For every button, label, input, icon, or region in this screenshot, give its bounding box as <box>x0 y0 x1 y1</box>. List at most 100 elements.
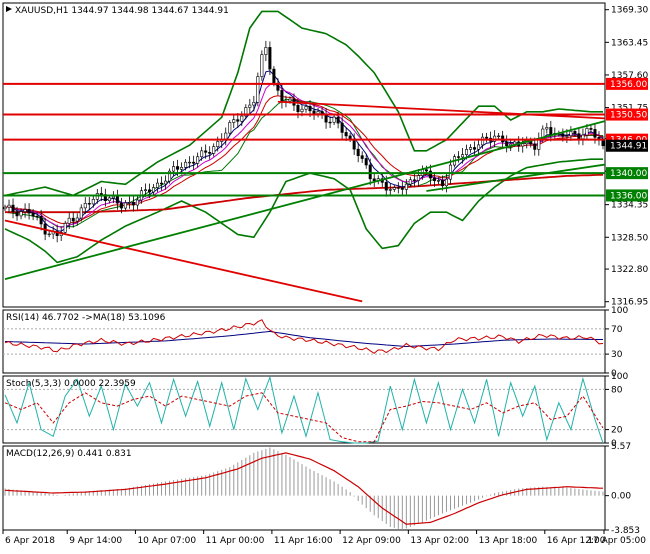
candle-body <box>27 209 31 214</box>
stoch-signal-line <box>4 392 604 443</box>
stoch-tick-label: 80 <box>611 385 623 395</box>
candle-body <box>232 119 236 123</box>
candle-body <box>216 141 220 147</box>
rsi-tick-label: 0 <box>611 369 617 379</box>
candle-body <box>304 106 308 110</box>
candle-body <box>7 204 11 208</box>
candle-body <box>436 180 440 182</box>
price-tick-label: 1328.50 <box>611 233 648 243</box>
moving-average-slow <box>5 173 604 214</box>
candle-body <box>312 110 316 114</box>
candle-body <box>99 193 103 195</box>
candle-body <box>448 164 452 180</box>
candle-body <box>533 143 537 150</box>
time-tick-label: 16 Apr 12:00 <box>547 536 606 546</box>
level-badge <box>606 167 648 180</box>
candle-body <box>83 203 87 209</box>
candle-body <box>296 104 300 112</box>
time-tick-label: 9 Apr 14:00 <box>69 536 122 546</box>
candle-body <box>147 189 151 193</box>
candle-body <box>151 187 156 193</box>
candle-body <box>256 76 260 103</box>
candle-body <box>184 161 188 168</box>
candle-body <box>428 170 432 179</box>
rsi-pane-frame <box>2 309 606 374</box>
candle-body <box>87 203 91 205</box>
level-badge-label: 1350.50 <box>610 111 647 121</box>
level-badge-label: 1340.00 <box>610 169 647 179</box>
candle-body <box>549 127 553 136</box>
stoch-label: Stoch(5,3,3) 0.0000 22.3959 <box>6 379 136 389</box>
candle-body <box>340 122 344 133</box>
candle-body <box>75 217 79 222</box>
candle-body <box>67 217 71 224</box>
time-tick-label: 17 Apr 05:00 <box>587 536 646 546</box>
macd-pane-frame <box>2 445 606 531</box>
candle-body <box>336 116 340 124</box>
main-pane-frame <box>2 2 606 308</box>
trendline-green-2 <box>4 120 605 280</box>
candle-body <box>392 187 396 190</box>
stoch-tick-label: 0 <box>611 439 617 449</box>
candle-body <box>47 233 51 236</box>
candle-body <box>396 187 400 189</box>
candle-body <box>444 178 448 187</box>
current-price-badge <box>606 139 648 152</box>
macd-tick-label: 5.57 <box>611 442 631 452</box>
candle-body <box>260 54 264 77</box>
price-tick-label: 1363.45 <box>611 38 648 48</box>
candle-body <box>123 202 127 209</box>
candle-body <box>400 187 404 190</box>
candle-body <box>135 199 139 206</box>
candle-body <box>268 47 272 70</box>
candle-body <box>457 156 461 158</box>
macd-signal-line <box>4 452 604 525</box>
candle-body <box>236 119 240 122</box>
candle-body <box>244 107 248 117</box>
candle-body <box>240 115 244 122</box>
candle-body <box>248 104 252 108</box>
candle-body <box>581 134 585 140</box>
candle-body <box>368 164 372 180</box>
candle-body <box>473 147 477 150</box>
candle-body <box>192 161 196 164</box>
candle-body <box>461 154 465 158</box>
candle-body <box>264 47 268 55</box>
candle-body <box>160 182 164 185</box>
candle-body <box>416 175 420 181</box>
candle-body <box>521 143 525 147</box>
trendline-red-1 <box>277 100 605 120</box>
candle-body <box>477 144 481 150</box>
candle-body <box>561 133 565 137</box>
candle-body <box>300 108 304 112</box>
trendline-green-3 <box>426 163 605 192</box>
candle-body <box>469 147 473 150</box>
price-tick-label: 1334.35 <box>611 201 648 211</box>
candle-body <box>131 202 135 206</box>
candle-body <box>252 101 256 106</box>
level-badge <box>606 189 648 202</box>
candle-body <box>360 155 364 159</box>
candle-body <box>212 146 216 154</box>
candle-body <box>15 211 19 217</box>
level-badge-label: 1336.00 <box>610 191 647 201</box>
candle-body <box>71 217 75 222</box>
candle-body <box>79 207 83 219</box>
bollinger-lower <box>4 158 603 264</box>
candle-body <box>156 182 160 188</box>
price-tick-label: 1369.30 <box>611 6 648 16</box>
current-price-label: 1344.91 <box>610 142 647 152</box>
candle-body <box>91 199 95 205</box>
candle-body <box>39 216 43 225</box>
candle-body <box>432 177 436 182</box>
time-tick-label: 13 Apr 18:00 <box>479 536 538 546</box>
rsi-line <box>4 319 604 354</box>
stoch-tick-label: 100 <box>611 372 628 382</box>
candle-body <box>356 148 360 156</box>
candle-body <box>143 189 147 192</box>
candle-body <box>408 179 412 185</box>
candle-body <box>324 114 328 123</box>
stoch-tick-label: 20 <box>611 426 623 436</box>
